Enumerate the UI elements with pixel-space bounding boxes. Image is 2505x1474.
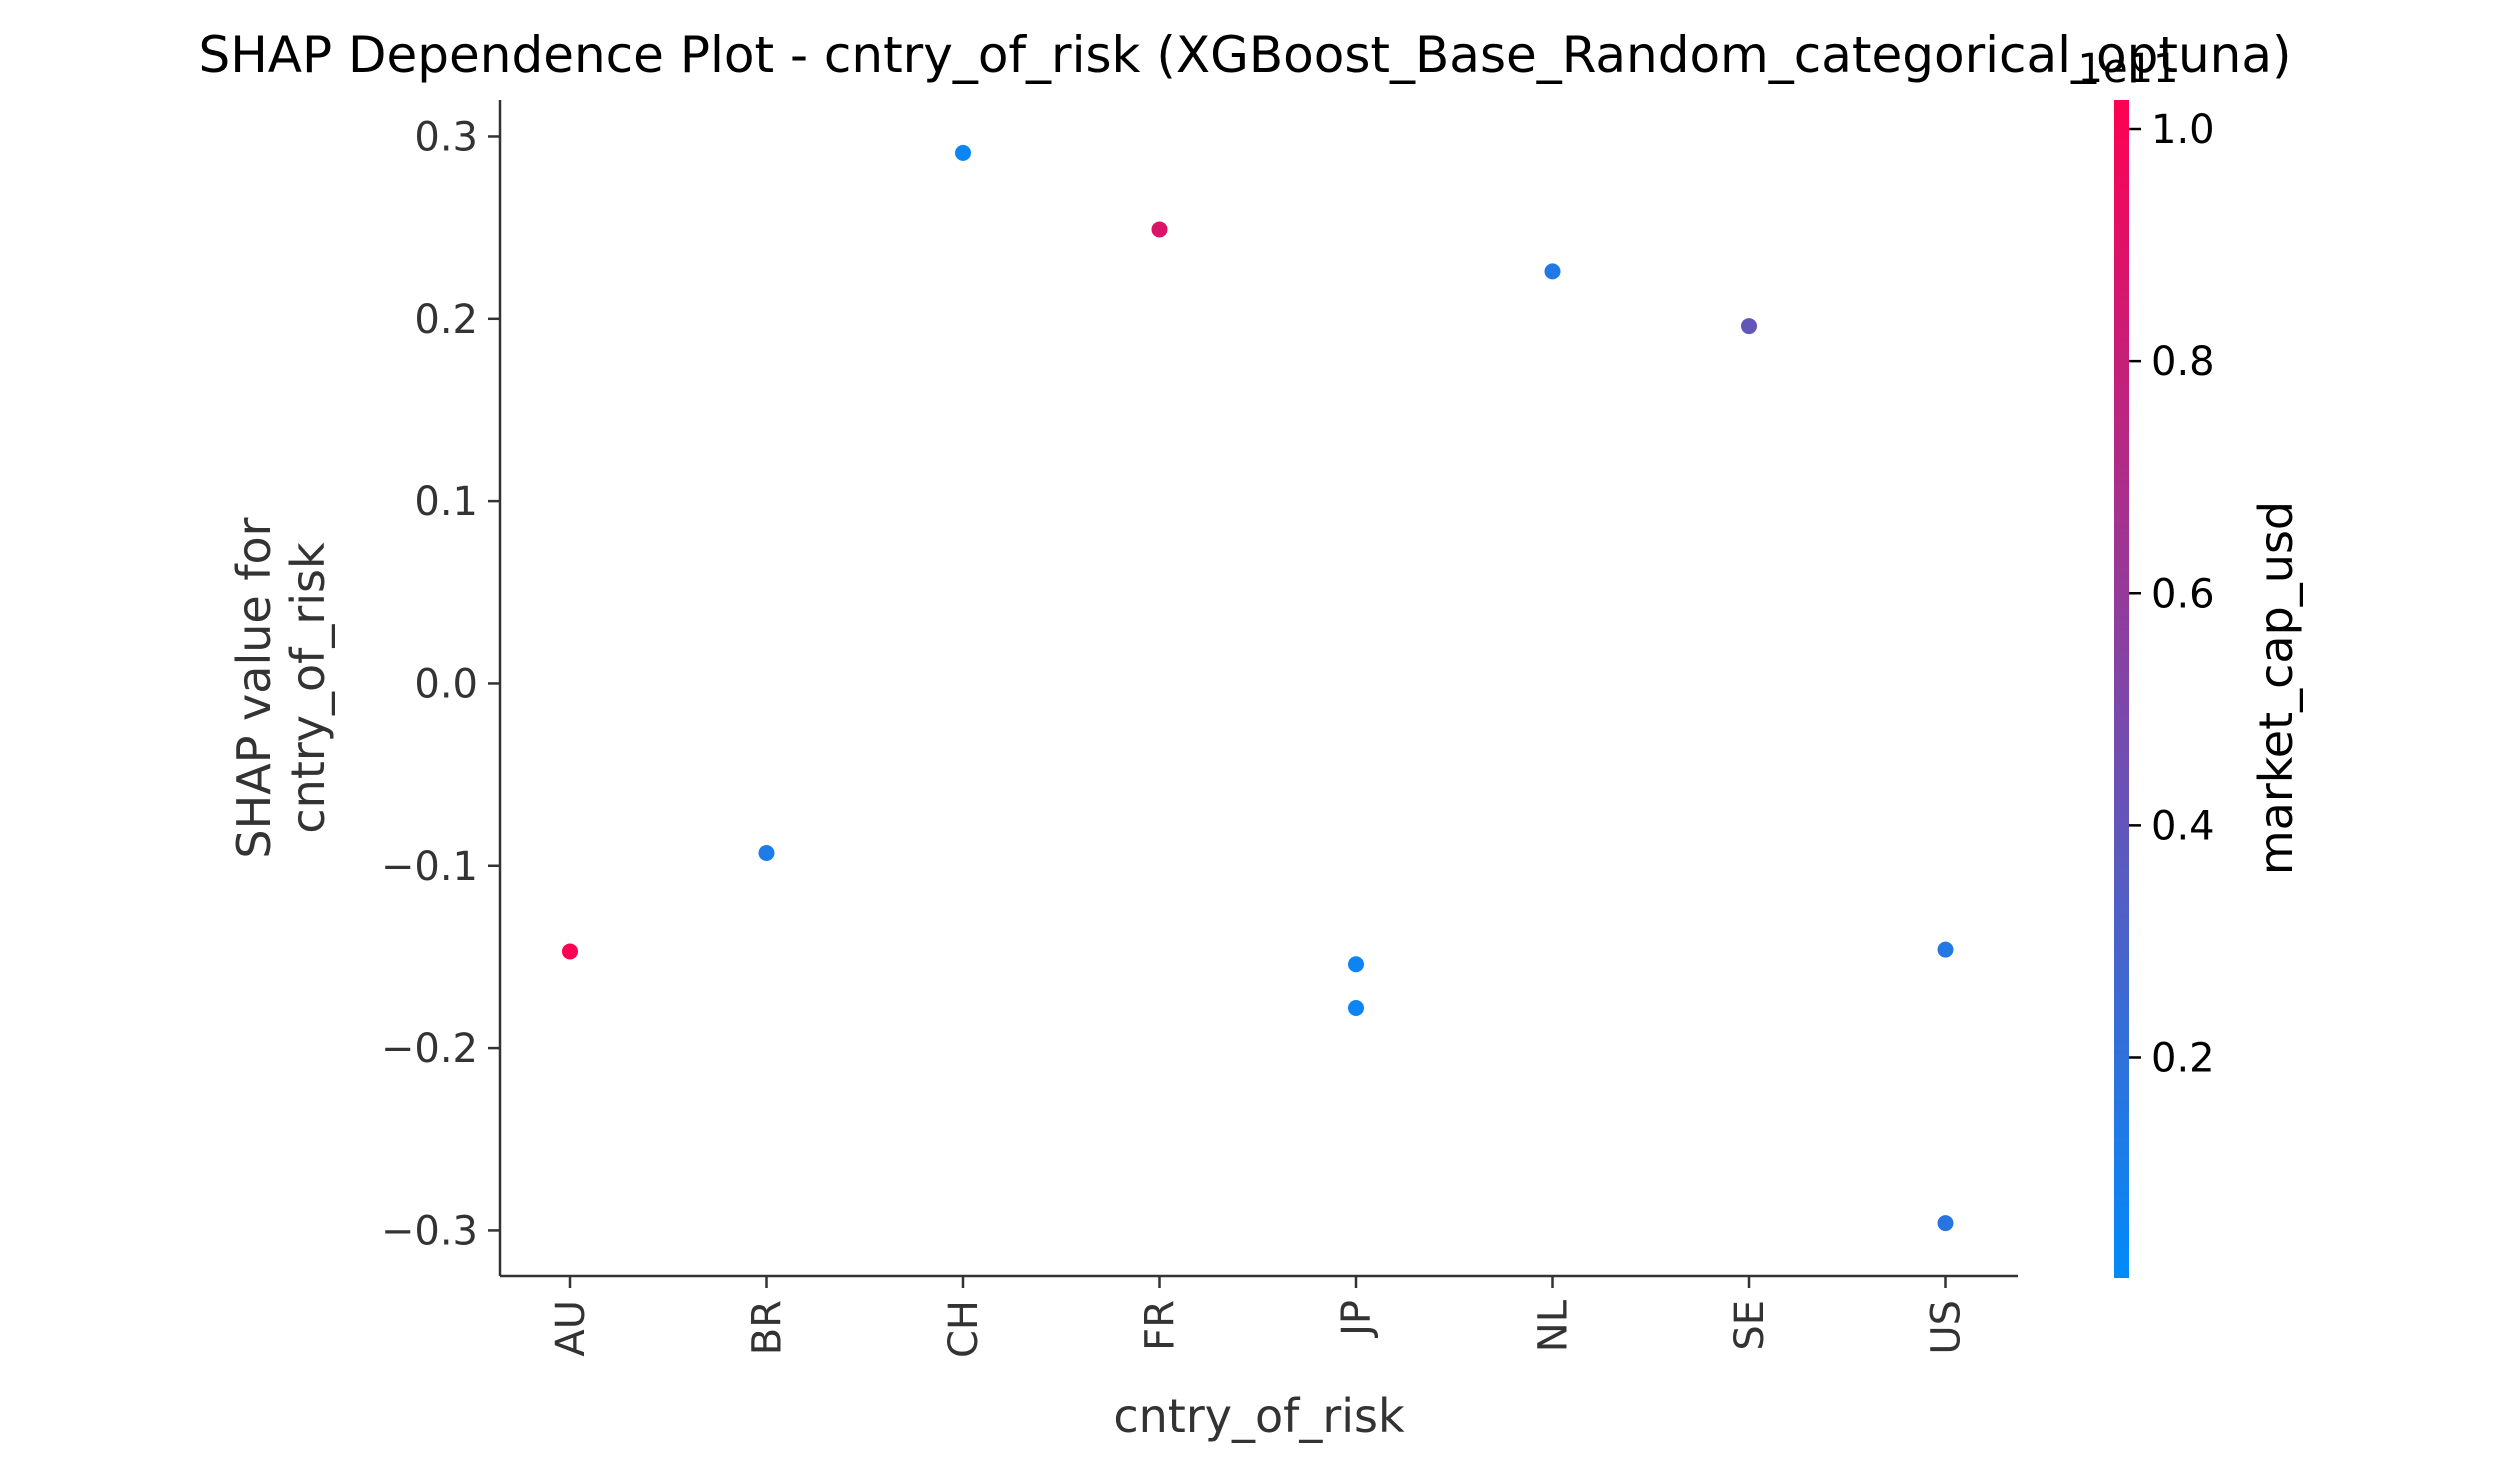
y-tick-label: 0.0 [414,661,478,707]
data-point [1151,221,1168,238]
x-axis-label: cntry_of_risk [1113,1389,1405,1443]
y-tick-label: 0.3 [414,114,478,160]
chart-title: SHAP Dependence Plot - cntry_of_risk (XG… [198,26,2291,84]
colorbar-label: market_cap_usd [2249,501,2303,875]
plot-axes [498,100,2018,1278]
data-point [562,943,578,960]
x-tick-label: CH [941,1300,987,1358]
data-point [1741,318,1757,335]
data-point [1348,999,1364,1016]
y-tick-label: 0.2 [414,297,478,343]
data-point [955,144,971,161]
colorbar: 0.2 0.4 0.6 0.8 1.0 1e11 market_cap_usd [2078,46,2303,1278]
y-ticks: −0.3 −0.2 −0.1 0.0 0.1 0.2 0.3 [381,114,500,1254]
data-point [1348,956,1364,973]
colorbar-tick-label: 0.2 [2151,1035,2215,1081]
colorbar-tick-label: 0.6 [2151,571,2215,617]
x-tick-label: FR [1138,1300,1184,1351]
y-tick-label: 0.1 [414,479,478,525]
data-point [1937,1215,1954,1232]
y-tick-label: −0.2 [381,1026,478,1072]
y-axis-label-line-2: cntry_of_risk [281,542,335,834]
x-ticks: AU BR CH FR JP NL SE US [548,1276,1970,1358]
y-axis-label-line-1: SHAP value for [227,517,281,858]
y-axis-label: SHAP value for cntry_of_risk [227,517,335,858]
y-tick-label: −0.1 [381,844,478,890]
x-tick-label: SE [1727,1300,1773,1351]
colorbar-tick-label: 0.8 [2151,339,2215,385]
colorbar-ticks: 0.2 0.4 0.6 0.8 1.0 [2129,107,2215,1081]
data-point [758,845,775,862]
x-tick-label: AU [548,1300,594,1357]
x-tick-label: NL [1531,1299,1577,1352]
x-tick-label: US [1924,1300,1970,1355]
colorbar-tick-label: 0.4 [2151,803,2215,849]
data-point [1544,263,1561,280]
y-tick-label: −0.3 [381,1208,478,1254]
x-tick-label: BR [745,1300,791,1355]
x-tick-label: JP [1334,1300,1380,1339]
colorbar-offset-label: 1e11 [2078,46,2179,92]
colorbar-tick-label: 1.0 [2151,107,2215,153]
colorbar-gradient [2114,100,2129,1278]
data-point [1937,941,1954,958]
data-points [562,144,1954,1232]
